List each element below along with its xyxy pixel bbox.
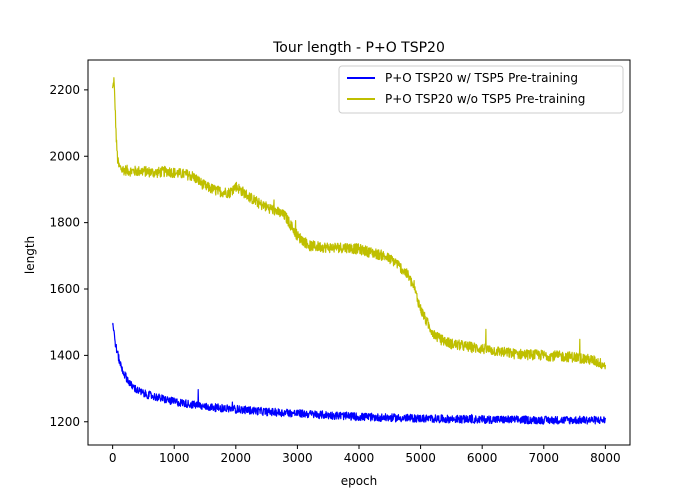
x-tick-label: 8000 (590, 451, 621, 465)
x-tick-label: 2000 (221, 451, 252, 465)
legend-label-with-pretraining: P+O TSP20 w/ TSP5 Pre-training (385, 71, 578, 85)
plot-frame (87, 59, 631, 446)
series-line-without-pretraining (112, 77, 606, 370)
x-tick-label: 5000 (405, 451, 436, 465)
x-tick-label: 6000 (467, 451, 498, 465)
series-line-with-pretraining (112, 322, 606, 425)
y-tick-label: 1600 (49, 282, 80, 296)
y-axis-label: length (23, 236, 37, 274)
legend: P+O TSP20 w/ TSP5 Pre-training P+O TSP20… (338, 65, 624, 114)
legend-label-without-pretraining: P+O TSP20 w/o TSP5 Pre-training (385, 92, 585, 106)
axes-layer: 0 1000 2000 3000 4000 5000 6000 7000 8000 1200 140… (49, 83, 620, 465)
x-tick-label: 3000 (282, 451, 313, 465)
legend-box (338, 65, 624, 114)
y-tick-label: 2200 (49, 83, 80, 97)
y-tick-label: 1400 (49, 348, 80, 362)
y-tick-label: 1800 (49, 216, 80, 230)
chart-title: Tour length - P+O TSP20 (272, 40, 445, 56)
x-tick-label: 1000 (159, 451, 190, 465)
y-tick-label: 2000 (49, 149, 80, 163)
x-tick-label: 4000 (344, 451, 375, 465)
series-layer (112, 77, 606, 425)
x-tick-label: 7000 (528, 451, 559, 465)
x-tick-label: 0 (109, 451, 117, 465)
y-tick-label: 1200 (49, 415, 80, 429)
x-axis-label: epoch (341, 474, 378, 488)
